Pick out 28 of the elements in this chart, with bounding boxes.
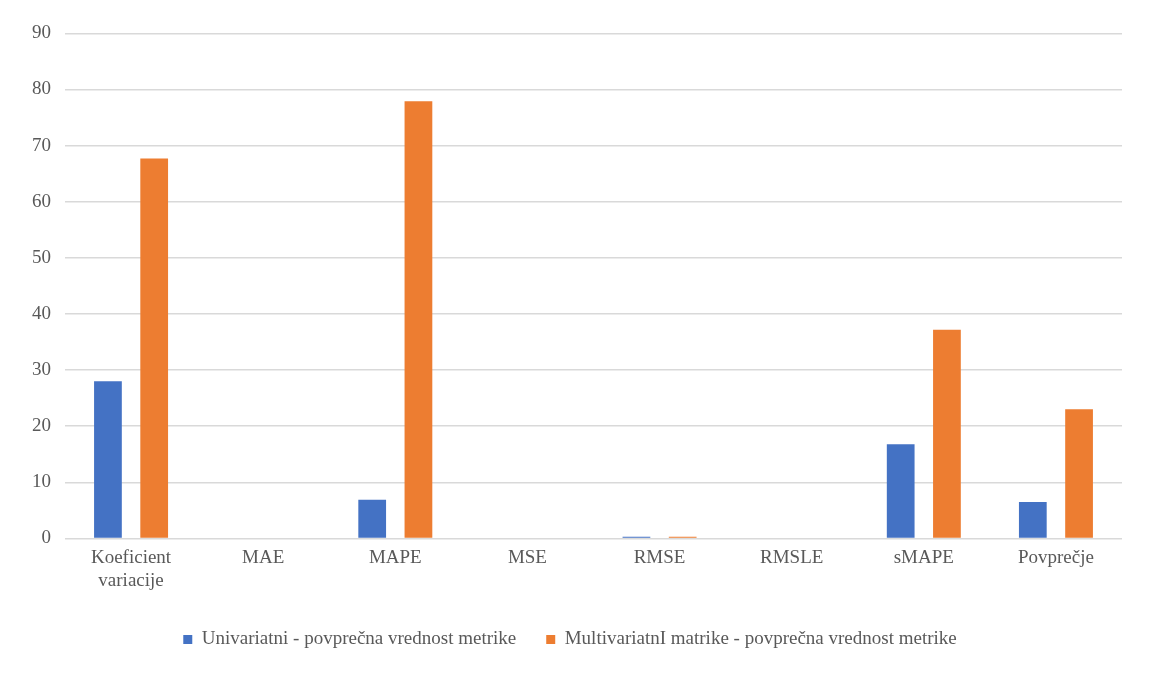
x-tick-label: Koeficient variacije [90, 545, 172, 590]
x-tick-label: MAE [242, 545, 285, 567]
x-tick-label: MSE [507, 545, 547, 567]
y-tick-label: 0 [41, 526, 51, 548]
y-tick-label: 10 [32, 470, 51, 492]
bar [404, 101, 433, 538]
y-tick-label: 90 [32, 21, 51, 43]
bar [886, 444, 915, 538]
bar [1065, 409, 1093, 538]
y-tick-label: 50 [32, 245, 51, 267]
bar [140, 158, 169, 538]
x-tick-label: MAPE [368, 545, 422, 567]
y-tick-label: 70 [32, 133, 51, 155]
legend-label: MultivariatnI matrike - povprečna vrednost metrike [564, 627, 957, 649]
bar [1018, 501, 1047, 538]
legend-label: Univariatni - povprečna vrednost metrike [201, 627, 517, 649]
bar [358, 499, 387, 538]
bar [94, 381, 122, 538]
y-tick-label: 20 [32, 414, 51, 436]
x-tick-label: RMSLE [760, 545, 824, 567]
bar [933, 329, 961, 538]
y-tick-label: 80 [32, 77, 51, 99]
y-tick-label: 40 [32, 301, 51, 323]
x-tick-label: Povprečje [1017, 545, 1094, 567]
y-tick-label: 30 [32, 358, 51, 380]
x-tick-label: RMSE [633, 545, 686, 567]
x-tick-label: sMAPE [893, 545, 954, 567]
y-tick-label: 60 [32, 189, 51, 211]
